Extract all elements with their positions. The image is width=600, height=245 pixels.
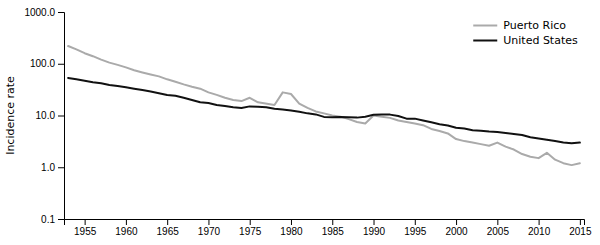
tick: 1990	[363, 219, 386, 237]
tick-label: 2015	[569, 226, 592, 237]
tick: 10.0	[36, 110, 64, 121]
axis-domain	[65, 220, 585, 226]
tick: 1970	[198, 219, 221, 237]
x-axis: 1955 1960 1965 1970 1975 1980 1985 1990 1995 2000…	[65, 219, 592, 237]
legend: Puerto Rico United States	[473, 19, 578, 47]
tick: 1975	[239, 219, 262, 237]
axis-domain	[58, 13, 65, 220]
legend-swatch	[473, 40, 497, 42]
tick-label: 1985	[322, 226, 345, 237]
tick-mark	[291, 219, 292, 225]
tick-mark	[58, 64, 64, 65]
tick: 2015	[569, 219, 592, 237]
tick: 100.0	[30, 58, 64, 69]
series-line	[68, 46, 580, 165]
tick-mark	[374, 219, 375, 225]
tick-label: 100.0	[30, 58, 55, 69]
tick-mark	[58, 12, 64, 13]
legend-label: United States	[503, 34, 578, 47]
tick: 2005	[487, 219, 510, 237]
legend-item: Puerto Rico	[473, 19, 566, 32]
legend-label: Puerto Rico	[503, 19, 566, 32]
tick-label: 2010	[528, 226, 551, 237]
legend-item: United States	[473, 34, 578, 47]
tick: 0.1	[41, 214, 64, 225]
tick: 2000	[445, 219, 468, 237]
tick-mark	[332, 219, 333, 225]
tick-label: 1980	[280, 226, 303, 237]
legend-swatch	[473, 25, 497, 27]
tick-label: 1000.0	[24, 7, 55, 18]
tick: 1960	[115, 219, 138, 237]
tick-label: 10.0	[36, 110, 56, 121]
tick-label: 1955	[74, 226, 97, 237]
tick: 1955	[74, 219, 97, 237]
tick-label: 2000	[445, 226, 468, 237]
tick-mark	[126, 219, 127, 225]
tick-mark	[539, 219, 540, 225]
series-line	[68, 78, 580, 143]
tick-label: 2005	[487, 226, 510, 237]
tick-label: 1.0	[41, 162, 55, 173]
tick: 1995	[404, 219, 427, 237]
chart: 1955 1960 1965 1970 1975 1980 1985 1990 1995 2000…	[0, 0, 600, 245]
series-group	[68, 46, 580, 165]
tick: 1.0	[41, 162, 64, 173]
tick-label: 1990	[363, 226, 386, 237]
tick-mark	[456, 219, 457, 225]
tick-mark	[250, 219, 251, 225]
tick-mark	[415, 219, 416, 225]
tick-mark	[58, 219, 64, 220]
tick-mark	[58, 167, 64, 168]
tick-label: 0.1	[41, 214, 55, 225]
tick-label: 1970	[198, 226, 221, 237]
tick-label: 1975	[239, 226, 262, 237]
tick-mark	[167, 219, 168, 225]
tick: 2010	[528, 219, 551, 237]
tick: 1000.0	[24, 7, 64, 18]
tick-label: 1965	[157, 226, 180, 237]
tick-mark	[85, 219, 86, 225]
tick: 1965	[157, 219, 180, 237]
tick-mark	[208, 219, 209, 225]
y-axis-title: Incidence rate	[4, 76, 17, 155]
tick-mark	[497, 219, 498, 225]
tick-mark	[580, 219, 581, 225]
tick: 1980	[280, 219, 303, 237]
tick: 1985	[322, 219, 345, 237]
tick-label: 1995	[404, 226, 427, 237]
tick-mark	[58, 116, 64, 117]
y-axis: 0.1 1.0 10.0 100.0 1000.0	[24, 7, 64, 225]
plot-area: 1955 1960 1965 1970 1975 1980 1985 1990 1995 2000…	[24, 7, 592, 237]
tick-label: 1960	[115, 226, 138, 237]
